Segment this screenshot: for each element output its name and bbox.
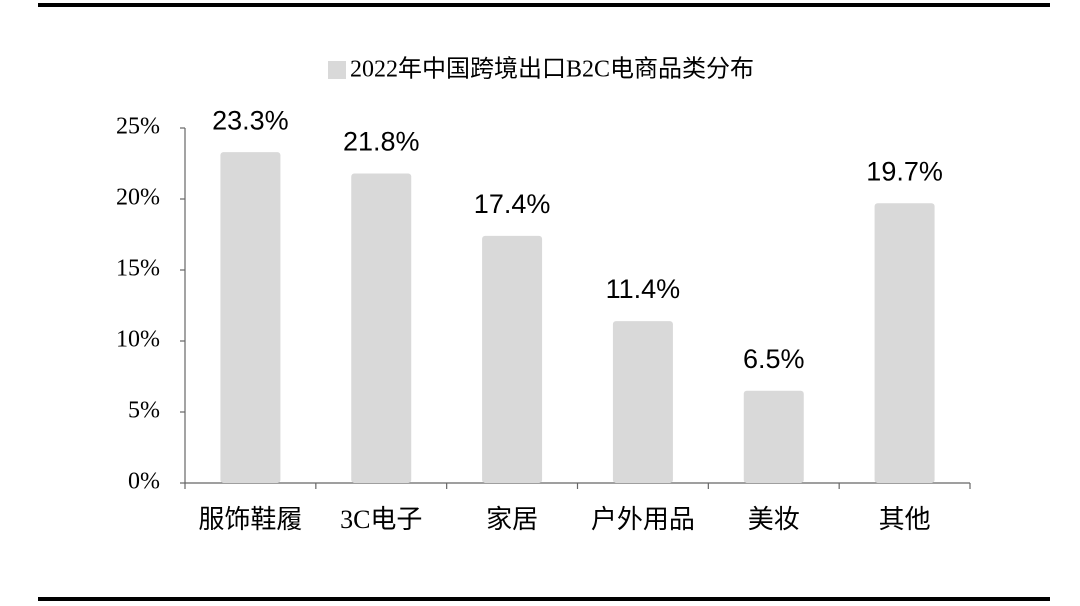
y-tick-label: 5% bbox=[128, 398, 160, 424]
x-tick-label: 服饰鞋履 bbox=[198, 505, 302, 534]
data-label: 21.8% bbox=[343, 127, 420, 157]
y-tick-label: 20% bbox=[116, 185, 160, 211]
bar bbox=[743, 390, 804, 483]
data-label: 11.4% bbox=[606, 274, 681, 304]
bar bbox=[220, 152, 281, 483]
y-tick-label: 10% bbox=[116, 327, 160, 353]
y-tick-label: 25% bbox=[116, 114, 160, 140]
bottom-rule bbox=[38, 597, 1050, 601]
bar bbox=[482, 235, 543, 483]
bar bbox=[351, 173, 412, 483]
x-tick-label: 其他 bbox=[879, 505, 931, 534]
x-tick-label: 3C电子 bbox=[340, 505, 422, 534]
data-label: 19.7% bbox=[866, 156, 943, 186]
legend-swatch bbox=[328, 61, 346, 79]
data-label: 17.4% bbox=[474, 189, 551, 219]
y-tick-label: 0% bbox=[128, 469, 160, 495]
legend-label: 2022年中国跨境出口B2C电商品类分布 bbox=[350, 56, 754, 83]
data-label: 6.5% bbox=[743, 344, 805, 374]
x-tick-label: 户外用品 bbox=[591, 505, 695, 534]
bar bbox=[612, 321, 673, 483]
bar bbox=[874, 203, 935, 483]
x-tick-label: 家居 bbox=[486, 505, 538, 534]
data-label: 23.3% bbox=[212, 105, 289, 135]
x-tick-label: 美妆 bbox=[748, 505, 800, 534]
top-rule bbox=[38, 3, 1050, 7]
y-tick-label: 15% bbox=[116, 256, 160, 282]
